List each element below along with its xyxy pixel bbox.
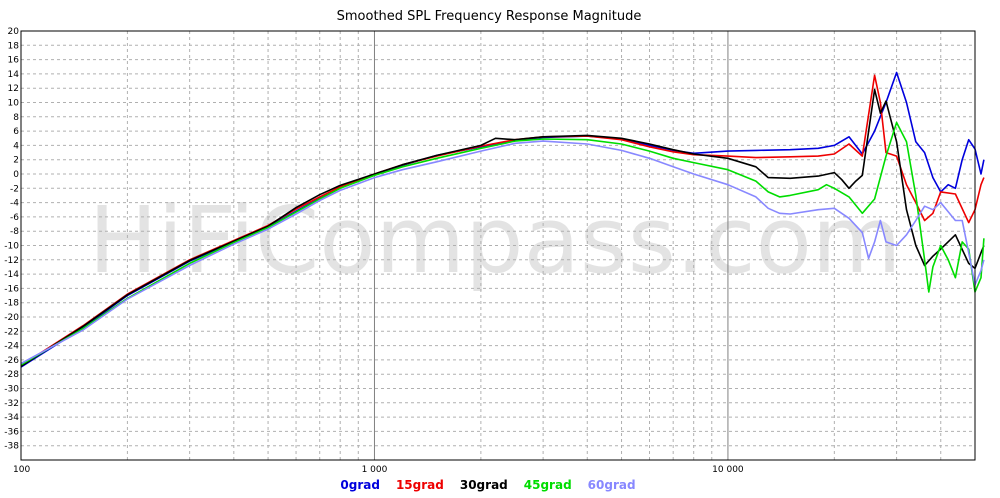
y-tick-label-7: 6 [13, 127, 19, 137]
series-lines [20, 71, 985, 368]
y-tick-label-13: -6 [10, 213, 19, 223]
y-tick-label-27: -34 [4, 413, 19, 423]
legend: 0grad 15grad 30grad 45grad 60grad [340, 478, 635, 492]
y-tick-label-11: -2 [10, 184, 19, 194]
y-tick-label-16: -12 [4, 256, 19, 266]
y-axis: 20181614121086420-2-4-6-8-10-12-14-16-18… [4, 27, 19, 452]
legend-item-15grad: 15grad [396, 478, 444, 492]
y-tick-label-26: -32 [4, 399, 19, 409]
y-tick-label-21: -22 [4, 327, 19, 337]
y-tick-label-28: -36 [4, 427, 19, 437]
series-line-15grad [20, 74, 985, 367]
y-tick-label-15: -10 [4, 242, 19, 252]
legend-item-0grad: 0grad [340, 478, 380, 492]
y-tick-label-25: -30 [4, 385, 19, 395]
series-line-60grad [20, 140, 985, 365]
y-tick-label-12: -4 [10, 199, 19, 209]
y-tick-label-10: 0 [13, 170, 19, 180]
y-tick-label-29: -38 [4, 442, 19, 452]
y-tick-label-20: -20 [4, 313, 19, 323]
x-tick-label-1: 1 000 [362, 465, 388, 475]
y-tick-label-17: -14 [4, 270, 19, 280]
y-tick-label-24: -28 [4, 370, 19, 380]
y-tick-label-19: -18 [4, 299, 19, 309]
y-tick-label-9: 2 [13, 156, 19, 166]
plot-frame [20, 30, 976, 461]
y-tick-label-23: -26 [4, 356, 19, 366]
legend-item-60grad: 60grad [588, 478, 636, 492]
grid [21, 31, 975, 460]
watermark: HiFiCompass.com [88, 187, 901, 294]
y-tick-label-3: 14 [8, 70, 20, 80]
y-tick-label-18: -16 [4, 284, 19, 294]
y-tick-label-14: -8 [10, 227, 19, 237]
y-tick-label-6: 8 [13, 113, 19, 123]
y-tick-label-8: 4 [13, 141, 19, 151]
y-tick-label-1: 18 [8, 41, 20, 51]
series-line-45grad [20, 121, 985, 366]
y-tick-label-22: -24 [4, 342, 19, 352]
y-tick-label-4: 12 [8, 84, 19, 94]
y-tick-label-5: 10 [8, 99, 20, 109]
legend-item-30grad: 30grad [460, 478, 508, 492]
series-line-30grad [20, 88, 985, 367]
y-tick-label-2: 16 [8, 56, 20, 66]
x-tick-label-2: 10 000 [712, 465, 744, 475]
y-tick-label-0: 20 [8, 27, 20, 37]
chart-title: Smoothed SPL Frequency Response Magnitud… [337, 9, 642, 24]
x-tick-label-0: 100 [13, 465, 30, 475]
legend-item-45grad: 45grad [524, 478, 572, 492]
x-axis: 100 1 000 10 000 [13, 465, 744, 475]
